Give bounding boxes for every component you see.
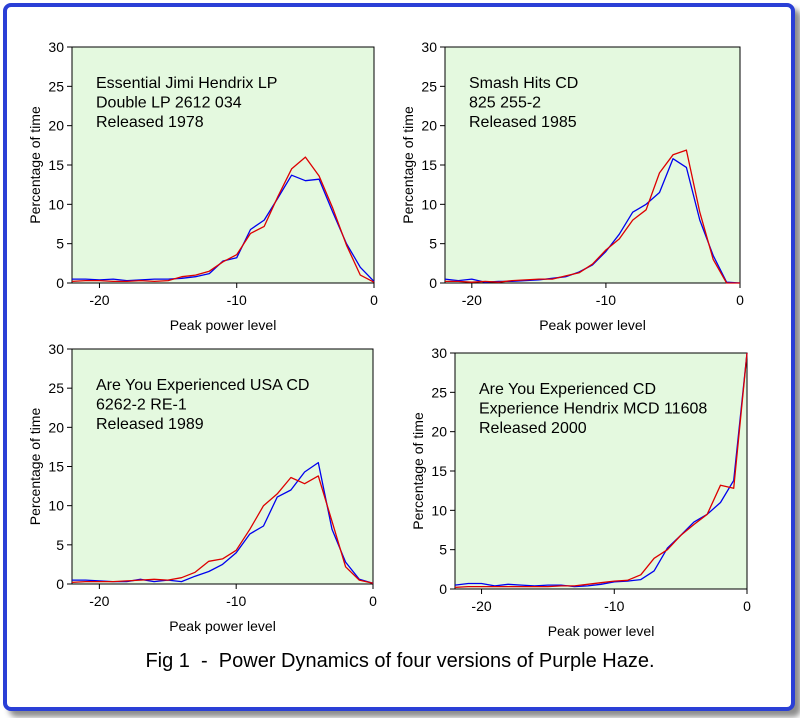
series-line-red — [445, 149, 740, 284]
x-tick-label: -10 — [227, 292, 247, 308]
y-tick-label: 25 — [431, 384, 447, 400]
y-tick-label: 15 — [431, 463, 447, 479]
annotation-line: Essential Jimi Hendrix LP — [96, 75, 277, 92]
plot-area — [454, 352, 748, 590]
plot-area — [444, 46, 741, 284]
y-tick-label: 25 — [48, 78, 64, 94]
x-axis-label: Peak power level — [170, 317, 277, 333]
y-tick-label: 5 — [56, 537, 64, 553]
series-line-red — [454, 352, 748, 589]
x-tick-label: 0 — [743, 598, 751, 614]
figure-caption: Fig 1 - Power Dynamics of four versions … — [145, 650, 655, 672]
chart-panel-1: 0 5 10 15 20 25 30 -20 -10 0 Peak power level Perce… — [27, 39, 378, 333]
y-tick-label: 10 — [48, 196, 64, 212]
annotation-line: 6262-2 RE-1 — [96, 397, 187, 414]
y-axis-label: Percentage of time — [400, 106, 416, 224]
plot-area — [71, 348, 374, 585]
x-axis-label: Peak power level — [548, 623, 655, 639]
annotation-line: Are You Experienced CD — [479, 381, 656, 398]
annotation-line: Double LP 2612 034 — [96, 95, 242, 112]
y-axis-label: Percentage of time — [410, 412, 426, 530]
y-tick-label: 0 — [56, 576, 64, 592]
y-tick-label: 0 — [439, 581, 447, 597]
y-tick-label: 5 — [429, 236, 437, 252]
series-line-blue — [72, 174, 375, 282]
y-tick-label: 15 — [421, 157, 437, 173]
annotation-line: Released 1989 — [96, 416, 204, 433]
annotation-line: Smash Hits CD — [469, 75, 578, 92]
y-tick-label: 10 — [431, 502, 447, 518]
y-tick-label: 0 — [429, 275, 437, 291]
y-tick-label: 10 — [48, 498, 64, 514]
y-axis-label: Percentage of time — [27, 408, 43, 526]
x-tick-label: -20 — [89, 292, 109, 308]
annotation-line: 825 255-2 — [469, 95, 541, 112]
annotation-line: Experience Hendrix MCD 11608 — [479, 401, 707, 418]
y-tick-label: 20 — [48, 419, 64, 435]
y-tick-label: 0 — [56, 275, 64, 291]
x-tick-label: -20 — [462, 292, 482, 308]
x-tick-label: -10 — [226, 593, 246, 609]
y-tick-label: 20 — [431, 424, 447, 440]
y-tick-label: 30 — [431, 345, 447, 361]
x-tick-label: -20 — [89, 593, 109, 609]
y-tick-label: 25 — [421, 78, 437, 94]
y-tick-label: 10 — [421, 196, 437, 212]
y-tick-label: 5 — [56, 236, 64, 252]
y-tick-label: 5 — [439, 542, 447, 558]
x-tick-label: -10 — [604, 598, 624, 614]
y-tick-label: 15 — [48, 459, 64, 475]
y-tick-label: 30 — [48, 39, 64, 55]
x-tick-label: -10 — [596, 292, 616, 308]
chart-panel-3: 0 5 10 15 20 25 30 -20 -10 0 Peak power level Perce… — [27, 341, 377, 634]
y-tick-label: 25 — [48, 380, 64, 396]
series-line-blue — [454, 352, 748, 588]
x-tick-label: 0 — [369, 593, 377, 609]
x-axis-label: Peak power level — [539, 317, 646, 333]
series-line-red — [71, 475, 374, 584]
y-axis-label: Percentage of time — [27, 106, 43, 224]
y-tick-label: 30 — [421, 39, 437, 55]
y-tick-label: 20 — [421, 118, 437, 134]
annotation-line: Are You Experienced USA CD — [96, 377, 309, 394]
annotation-line: Released 2000 — [479, 420, 587, 437]
y-tick-label: 30 — [48, 341, 64, 357]
x-tick-label: 0 — [370, 292, 378, 308]
x-axis-label: Peak power level — [169, 618, 276, 634]
annotation-line: Released 1985 — [469, 114, 577, 131]
x-tick-label: -20 — [471, 598, 491, 614]
y-tick-label: 15 — [48, 157, 64, 173]
chart-panel-4: 0 5 10 15 20 25 30 -20 -10 0 Peak power level Perce… — [410, 345, 751, 639]
chart-panel-2: 0 5 10 15 20 25 30 -20 -10 0 Peak power level Perce… — [400, 39, 744, 333]
x-tick-label: 0 — [736, 292, 744, 308]
y-tick-label: 20 — [48, 118, 64, 134]
series-line-red — [71, 156, 375, 283]
annotation-line: Released 1978 — [96, 114, 204, 131]
plot-area — [71, 46, 375, 284]
